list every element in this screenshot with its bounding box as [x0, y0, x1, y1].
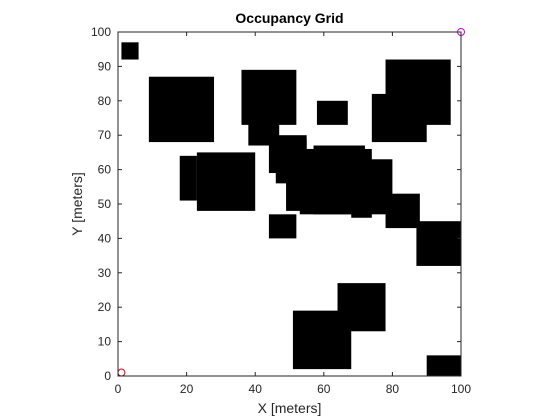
occupied-cell [426, 355, 461, 376]
y-tick-label: 60 [98, 163, 112, 177]
y-tick-label: 0 [104, 369, 111, 383]
y-tick-label: 20 [98, 300, 112, 314]
x-tick-label: 0 [115, 382, 122, 396]
occupied-cell [268, 214, 297, 239]
y-axis-ticks: 0 10 20 30 40 50 60 70 80 90 100 [91, 25, 461, 383]
x-axis-label: X [meters] [258, 400, 322, 416]
y-tick-label: 50 [98, 197, 112, 211]
x-tick-label: 20 [180, 382, 194, 396]
x-tick-label: 40 [249, 382, 263, 396]
occupied-cell [292, 310, 352, 370]
x-tick-label: 80 [386, 382, 400, 396]
occupied-cell [416, 221, 461, 266]
y-tick-label: 40 [98, 231, 112, 245]
x-tick-label: 60 [317, 382, 331, 396]
x-axis-ticks: 0 20 40 60 80 100 [115, 32, 471, 396]
y-tick-label: 70 [98, 128, 112, 142]
occupied-cell [385, 59, 451, 125]
y-tick-label: 90 [98, 59, 112, 73]
y-axis-label: Y [meters] [69, 172, 85, 236]
occupied-cell [316, 100, 348, 125]
y-tick-label: 10 [98, 335, 112, 349]
x-tick-label: 100 [451, 382, 471, 396]
occupied-cell [121, 42, 139, 60]
chart-title: Occupancy Grid [235, 10, 343, 26]
y-tick-label: 80 [98, 94, 112, 108]
occupied-cell [148, 76, 215, 143]
occupied-cell [196, 152, 256, 211]
occupied-cells [121, 42, 461, 376]
y-tick-label: 100 [91, 25, 111, 39]
y-tick-label: 30 [98, 266, 112, 280]
occupied-cell [385, 193, 420, 229]
occupied-cell [351, 148, 372, 218]
occupied-cell [179, 155, 197, 201]
